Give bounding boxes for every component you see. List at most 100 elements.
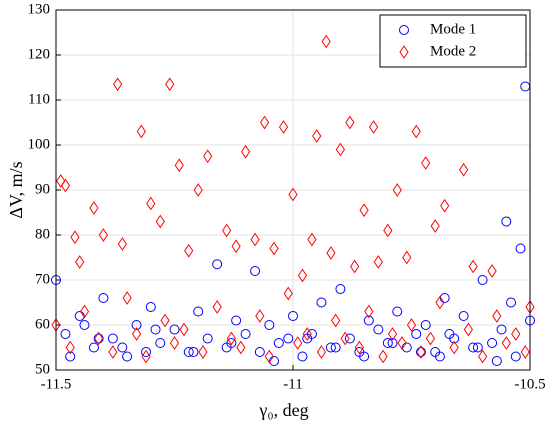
point — [56, 174, 66, 188]
point — [155, 214, 165, 229]
plot-frame — [55, 9, 531, 371]
point — [169, 324, 180, 335]
point — [179, 322, 189, 337]
point — [222, 223, 232, 238]
point — [174, 158, 184, 173]
point — [169, 336, 180, 350]
point — [421, 156, 431, 170]
point — [335, 142, 346, 157]
point — [107, 333, 118, 344]
point — [155, 338, 166, 348]
point — [411, 124, 421, 139]
point — [165, 77, 175, 92]
point — [335, 284, 346, 294]
point — [283, 286, 293, 301]
point — [501, 216, 512, 227]
point — [98, 228, 109, 242]
y-tick-label: 100 — [28, 136, 51, 152]
point — [212, 259, 223, 270]
point — [240, 329, 251, 339]
y-tick-label: 110 — [28, 91, 50, 107]
point — [226, 338, 237, 348]
point — [392, 183, 402, 197]
point — [326, 246, 336, 260]
point — [188, 347, 199, 357]
point — [492, 309, 502, 323]
point — [515, 243, 526, 254]
y-tick-label: 80 — [35, 226, 50, 242]
point — [122, 291, 132, 305]
point — [184, 243, 194, 258]
point — [468, 342, 479, 353]
point — [198, 345, 208, 359]
point — [463, 322, 473, 337]
point — [416, 345, 426, 359]
point — [425, 331, 436, 346]
point — [108, 345, 118, 359]
point — [458, 311, 469, 321]
point — [65, 340, 75, 355]
point — [131, 320, 142, 330]
point — [321, 34, 331, 49]
point — [231, 239, 241, 254]
legend-label: Mode 2 — [430, 43, 476, 59]
point — [401, 342, 412, 353]
legend-marker — [399, 45, 409, 59]
point — [487, 338, 498, 348]
point — [496, 324, 507, 335]
point — [122, 351, 133, 362]
point — [387, 338, 398, 348]
point — [264, 320, 275, 330]
point — [98, 293, 109, 303]
y-tick-label: 90 — [35, 181, 50, 197]
legend-label: Mode 1 — [430, 21, 476, 37]
point — [288, 311, 298, 321]
x-tick-label: -10.5 — [514, 376, 545, 392]
point — [434, 351, 445, 362]
point — [397, 336, 407, 350]
point — [325, 342, 336, 353]
point — [150, 324, 161, 335]
point — [269, 356, 280, 366]
point — [60, 178, 71, 193]
point — [435, 295, 445, 310]
point — [203, 149, 213, 164]
point — [254, 347, 265, 357]
point — [316, 345, 327, 359]
point — [439, 293, 450, 303]
point — [364, 304, 374, 319]
point — [510, 351, 521, 362]
point — [278, 120, 289, 134]
point — [250, 266, 261, 276]
point — [146, 196, 156, 211]
point — [506, 297, 517, 308]
point — [264, 349, 274, 364]
point — [94, 331, 104, 346]
point — [312, 129, 322, 143]
point — [344, 333, 355, 344]
point — [420, 320, 431, 330]
point — [259, 115, 270, 130]
y-axis-label: ΔV, m/s — [6, 161, 26, 218]
point — [131, 327, 142, 341]
point — [354, 340, 364, 355]
y-tick-label: 70 — [35, 271, 50, 287]
y-tick-label: 50 — [35, 361, 50, 377]
x-tick-label: -11 — [283, 376, 302, 392]
point — [160, 313, 170, 328]
y-tick-label: 130 — [28, 1, 51, 17]
y-tick-label: 60 — [35, 316, 50, 332]
point — [359, 203, 369, 218]
point — [202, 333, 213, 344]
point — [402, 250, 412, 265]
point — [141, 349, 151, 364]
point — [136, 124, 146, 139]
point — [491, 356, 502, 366]
point — [383, 223, 393, 238]
point — [472, 342, 483, 353]
point — [269, 241, 279, 256]
point — [316, 297, 327, 308]
